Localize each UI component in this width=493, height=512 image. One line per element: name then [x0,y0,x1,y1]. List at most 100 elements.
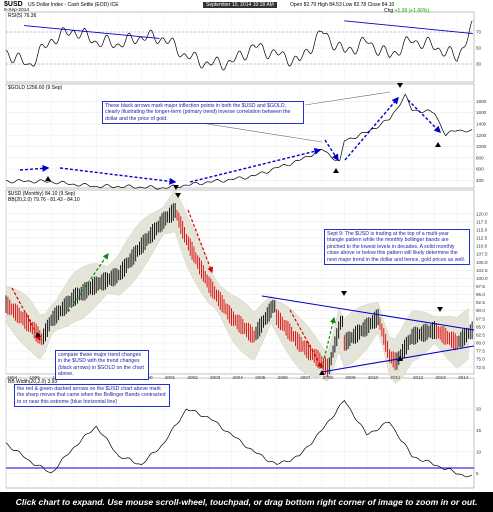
y-tick-label: 72.5 [476,365,485,370]
low-label: Low [343,2,353,8]
arrows-note: These black arrows mark major inflection… [102,101,304,125]
y-tick-label: 600 [476,167,484,172]
x-tick-label: 2006 [278,375,289,380]
inflection-arrow-marker [435,142,441,147]
y-tick-label: 10 [476,449,482,454]
y-tick-label: 92.5 [476,300,485,305]
x-tick-label: 2012 [413,375,424,380]
x-tick-label: 2001 [165,375,176,380]
bb-label: BB(20,2.0) 79.76 - 81.43 - 84.10 [8,197,80,203]
x-tick-label: 2002 [187,375,198,380]
y-tick-label: 107.5 [476,252,488,257]
y-tick-label: 110.0 [476,244,488,249]
usd-red-dashed-arrow-2 [187,209,214,274]
y-tick-label: 15 [476,428,482,433]
x-tick-label: 2008 [323,375,334,380]
change-value: +1.36 (+1.66%) [394,8,430,14]
y-tick-label: 1200 [476,133,487,138]
y-tick-label: 82.5 [476,332,485,337]
rsi-trend-line-2 [344,20,473,35]
sept-note: Sept 9: The $USD is trading at the top o… [324,229,470,266]
header-stockcharts-date: September 10, 2014 10:18 AM [203,2,277,8]
footer-instructions: Click chart to expand. Use mouse scroll-… [0,492,493,512]
inflection-arrow-marker [173,185,179,190]
x-tick-label: 2011 [390,375,400,380]
y-tick-label: 105.0 [476,260,488,265]
y-tick-label: 1800 [476,99,487,104]
y-tick-label: 75.0 [476,357,485,362]
y-tick-label: 800 [476,155,484,160]
series-line [6,93,473,190]
y-tick-label: 80.0 [476,341,485,346]
usd-green-dashed-arrow-2 [321,316,336,369]
y-tick-label: 70 [476,30,482,35]
gold-blue-dashed-arrow-3 [189,147,322,183]
change-label: Chg [384,8,394,14]
bollinger-band [5,188,469,384]
x-tick-label: 2004 [233,375,244,380]
y-tick-label: 30 [476,62,482,67]
y-tick-label: 120.0 [476,211,488,216]
bbwidth-panel-label: BB Width(20,2.0) 3.93 [8,379,58,385]
y-tick-label: 95.0 [476,292,485,297]
note-arrow-2 [304,91,391,106]
gold-blue-dashed-arrow-6 [407,99,441,133]
y-tick-label: 112.5 [476,236,488,241]
gold-blue-dashed-arrow-5 [344,96,399,161]
y-tick-label: 5 [476,471,479,476]
series-line [5,399,473,478]
x-tick-label: 2013 [436,375,447,380]
header-change: Chg +1.36 (+1.66%) [384,8,429,14]
rsi-trend-line-1 [24,25,160,39]
x-tick-label: 1995 [30,375,41,380]
x-tick-label: 1994 [7,375,18,380]
inflection-arrow-marker [341,291,347,296]
y-tick-label: 102.5 [476,268,488,273]
usd-green-dashed-arrow-1 [67,253,109,313]
high-value: 84.53 [329,2,342,8]
inflection-arrow-marker [319,370,325,375]
x-tick-label: 2009 [345,375,356,380]
y-tick-label: 1000 [476,144,487,149]
header-date: 9-Sep-2014 [4,8,30,13]
inflection-arrow-marker [35,332,41,337]
usd-triangle-upper [261,295,475,331]
rsi-panel-label: RSI(5) 76.36 [8,13,37,19]
gold-panel-label: $GOLD 1256.60 (9 Sep) [8,85,63,91]
y-tick-label: 100.0 [476,276,488,281]
dashed-note: the red & green dashed arrows on the $US… [14,384,170,408]
gold-blue-dashed-arrow-4 [324,139,339,162]
high-label: High [317,2,328,8]
y-tick-label: 50 [476,46,482,51]
header-name: US Dollar Index - Cash Settle (EOD) ICE [28,2,119,8]
y-tick-label: 1600 [476,110,487,115]
y-tick-label: 117.5 [476,219,488,224]
usd-panel-label: $USD (Monthly) 84.10 (9 Sep) [8,191,76,197]
y-tick-label: 90.0 [476,308,485,313]
y-tick-label: 77.5 [476,349,485,354]
usd-triangle-lower [321,345,475,373]
inflection-arrow-marker [397,83,403,88]
close-value: 84.10 [381,2,395,8]
y-tick-label: 97.5 [476,284,485,289]
y-tick-label: 400 [476,178,484,183]
header-ohlc: Open 82.79 High 84.53 Low 82.78 Close 84… [290,2,394,8]
inflection-arrow-marker [333,168,339,173]
annotation-overlays [6,91,475,469]
x-tick-label: 2007 [300,375,311,380]
x-tick-label: 2005 [255,375,266,380]
close-label: Close [367,2,381,8]
y-tick-label: 20 [476,407,482,412]
x-tick-label: 2003 [210,375,221,380]
inflection-arrow-marker [45,176,51,181]
x-tick-label: 2010 [368,375,379,380]
y-tick-label: 115.0 [476,227,488,232]
header-symbol: $USD [4,1,23,8]
open-label: Open [290,2,303,8]
usd-red-dashed-arrow-3 [289,309,323,370]
series-line [5,20,473,71]
inflection-markers [35,83,443,375]
y-tick-label: 85.0 [476,324,485,329]
low-value: 82.78 [353,2,367,8]
inflection-arrow-marker [437,307,443,312]
